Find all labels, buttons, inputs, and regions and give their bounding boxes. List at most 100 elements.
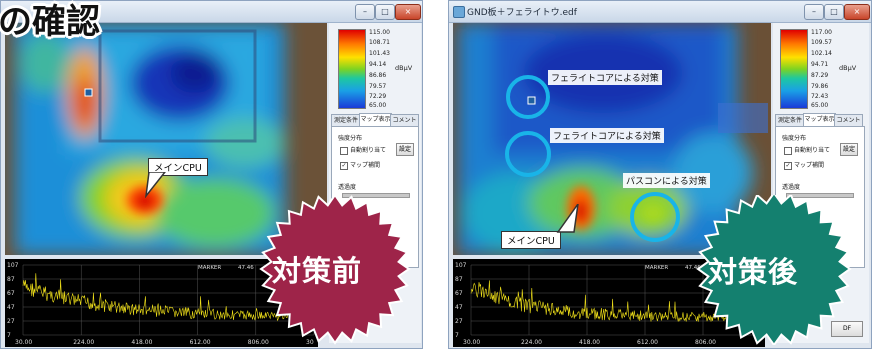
- left-map-smooth-checkbox[interactable]: ✓: [340, 161, 348, 170]
- spectrum-marker-label: MARKER: [645, 265, 668, 271]
- right-map-smooth-checkbox[interactable]: ✓: [784, 161, 792, 170]
- right-auto-assign[interactable]: 自動割り当て: [784, 145, 830, 155]
- after-badge-shape: [696, 195, 852, 345]
- spectrum-y-tick: 67: [7, 290, 15, 297]
- spectrum-y-tick: 107: [455, 262, 467, 269]
- left-minimize-button[interactable]: –: [355, 4, 375, 20]
- right-transparency-label: 透過度: [782, 184, 801, 191]
- left-tab-conditions[interactable]: 測定条件: [331, 114, 361, 126]
- left-transparency-slider[interactable]: [342, 193, 410, 198]
- right-tab-comment[interactable]: コメント: [834, 114, 863, 126]
- spectrum-x-tick: 612.00: [190, 339, 211, 346]
- left-map-smooth-label: マップ補間: [350, 162, 381, 169]
- left-tab-comment[interactable]: コメント: [390, 114, 419, 126]
- cbar-tick: 94.71: [811, 61, 829, 68]
- right-window: GND板＋フェライトウ.edf – □ ×: [448, 0, 872, 349]
- cbar-tick: 117.00: [811, 29, 832, 36]
- right-titlebar: GND板＋フェライトウ.edf – □ ×: [449, 1, 871, 23]
- right-maximize-button[interactable]: □: [824, 4, 844, 20]
- left-auto-assign-checkbox[interactable]: [340, 146, 348, 155]
- ferrite-ring-2: [505, 131, 551, 177]
- spectrum-x-tick: 30.00: [463, 339, 480, 346]
- right-tab-conditions[interactable]: 測定条件: [775, 114, 805, 126]
- after-badge-label: 対策後: [708, 255, 799, 289]
- ferrite-ring-1: [506, 75, 550, 119]
- spectrum-x-tick: 224.00: [73, 339, 94, 346]
- before-badge-shape: [259, 195, 411, 345]
- spectrum-x-tick: 806.00: [248, 339, 269, 346]
- spectrum-y-tick: 47: [7, 304, 15, 311]
- pdf-button[interactable]: DF: [831, 321, 863, 337]
- left-map-smooth[interactable]: ✓ マップ補間: [340, 160, 380, 170]
- annotation-ferrite-1: フェライトコアによる対策: [548, 70, 662, 85]
- spectrum-y-tick: 27: [455, 318, 463, 325]
- spectrum-x-tick: 806.00: [695, 339, 716, 346]
- right-callout-pointer: [556, 204, 579, 233]
- cbar-tick: 115.00: [369, 29, 390, 36]
- right-colorbar: [780, 29, 808, 109]
- spectrum-x-tick: 418.00: [131, 339, 152, 346]
- left-titlebar: – □ ×: [1, 1, 422, 23]
- right-unit-label: dBμV: [839, 64, 857, 72]
- cbar-tick: 87.29: [811, 72, 829, 79]
- cbar-tick: 72.29: [369, 93, 387, 100]
- spectrum-y-tick: 87: [7, 276, 15, 283]
- cbar-tick: 79.57: [369, 83, 387, 90]
- right-cpu-callout: メインCPU: [501, 231, 561, 249]
- left-colorbar: [338, 29, 366, 109]
- spectrum-y-tick: 107: [7, 262, 19, 269]
- left-transparency-label: 透過度: [338, 184, 357, 191]
- left-tab-map[interactable]: マップ表示: [359, 113, 392, 126]
- spectrum-x-tick: 224.00: [521, 339, 542, 346]
- left-callout-pointer: [145, 172, 166, 198]
- right-window-title: GND板＋フェライトウ.edf: [467, 8, 577, 18]
- left-spectrum-svg: 107 87 67 47 27 7 30.00 224.00 418.00 612.00 806.0…: [7, 262, 315, 346]
- spectrum-y-tick: 47: [455, 304, 463, 311]
- cbar-tick: 86.86: [369, 72, 387, 79]
- left-unit-label: dBμV: [395, 64, 413, 72]
- cbar-tick: 94.14: [369, 61, 387, 68]
- right-heatmap: フェライトコアによる対策 フェライトコアによる対策 パスコンによる対策 メインC…: [453, 23, 771, 255]
- spectrum-y-tick: 7: [7, 332, 11, 339]
- right-tab-map[interactable]: マップ表示: [803, 113, 836, 126]
- right-minimize-button[interactable]: –: [804, 4, 824, 20]
- spectrum-marker-value: 47.46: [238, 265, 254, 271]
- spectrum-x-tick: 418.00: [579, 339, 600, 346]
- spectrum-x-tick: 612.00: [637, 339, 658, 346]
- right-auto-assign-checkbox[interactable]: [784, 146, 792, 155]
- app-icon: [453, 6, 465, 18]
- spectrum-y-tick: 27: [7, 318, 15, 325]
- cbar-tick: 108.71: [369, 39, 390, 46]
- cbar-tick: 109.57: [811, 39, 832, 46]
- before-badge-label: 対策前: [272, 254, 363, 288]
- spectrum-marker-label: MARKER: [198, 265, 221, 271]
- right-auto-assign-label: 自動割り当て: [794, 147, 831, 154]
- left-auto-assign[interactable]: 自動割り当て: [340, 145, 386, 155]
- left-maximize-button[interactable]: □: [375, 4, 395, 20]
- right-map-smooth-label: マップ補間: [794, 162, 825, 169]
- left-close-button[interactable]: ×: [395, 4, 421, 20]
- cbar-tick: 72.43: [811, 93, 829, 100]
- left-window: – □ ×: [0, 0, 423, 349]
- annotation-ferrite-2: フェライトコアによる対策: [550, 128, 664, 143]
- cbar-tick: 79.86: [811, 83, 829, 90]
- right-map-smooth[interactable]: ✓ マップ補間: [784, 160, 824, 170]
- left-set-button[interactable]: 設定: [396, 143, 414, 156]
- spectrum-y-tick: 87: [455, 276, 463, 283]
- spectrum-x-tick: 30: [306, 339, 314, 346]
- spectrum-trace: [470, 280, 761, 322]
- right-transparency-slider[interactable]: [786, 193, 854, 198]
- spectrum-trace: [22, 273, 314, 322]
- cbar-tick: 101.43: [369, 50, 390, 57]
- left-group-label: 強度分布: [338, 135, 363, 142]
- left-spectrum-chart: 107 87 67 47 27 7 30.00 224.00 418.00 612.00 806.0…: [5, 259, 318, 347]
- spectrum-marker-value: 47.46: [685, 265, 701, 271]
- right-close-button[interactable]: ×: [844, 4, 870, 20]
- right-set-button[interactable]: 設定: [840, 143, 858, 156]
- headline-text: の確認: [0, 2, 100, 42]
- right-group-label: 強度分布: [782, 135, 807, 142]
- left-auto-assign-label: 自動割り当て: [350, 147, 387, 154]
- cbar-tick: 65.00: [811, 102, 829, 109]
- cbar-tick: 102.14: [811, 50, 832, 57]
- spectrum-x-tick: 30.00: [15, 339, 32, 346]
